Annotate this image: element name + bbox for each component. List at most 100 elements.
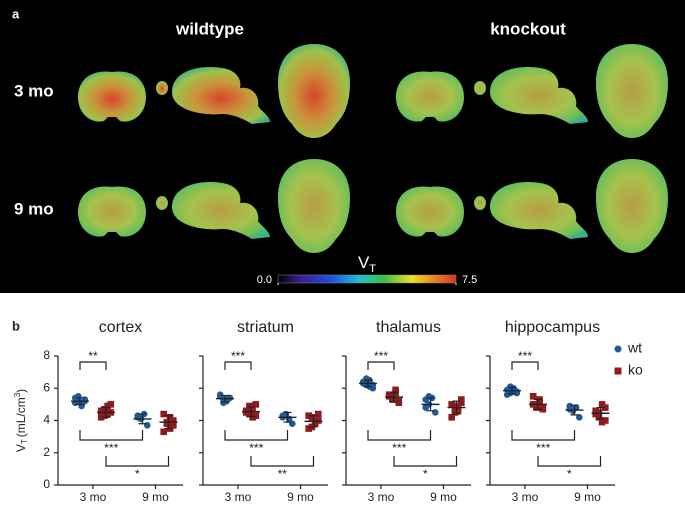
x-tick-label: 9 mo (574, 490, 601, 504)
legend-label: wt (627, 340, 642, 356)
data-point (101, 405, 108, 413)
data-point (97, 413, 105, 421)
significance-bracket (537, 456, 602, 467)
significance-label: * (423, 467, 428, 481)
significance-label: *** (518, 349, 532, 363)
data-point (422, 404, 430, 411)
column-title: knockout (490, 19, 566, 38)
significance-label: ** (278, 467, 288, 481)
y-axis-label-part: 3 (13, 392, 22, 397)
error-bar (309, 415, 318, 428)
legend-label: ko (628, 362, 643, 378)
error-bar (364, 379, 372, 388)
significance-label: *** (392, 441, 406, 455)
significance-label: *** (249, 441, 263, 455)
x-tick-label: 9 mo (430, 490, 457, 504)
significance-bracket (105, 456, 170, 467)
chart-title: striatum (237, 319, 294, 336)
chart-title: cortex (99, 319, 143, 336)
x-tick-label: 9 mo (287, 490, 314, 504)
y-tick-label: 2 (43, 445, 50, 459)
data-point (458, 399, 465, 407)
panel-a-background (0, 0, 685, 293)
data-point (246, 402, 253, 410)
data-point (107, 401, 115, 408)
data-point (226, 394, 234, 402)
column-title: wildtype (175, 19, 244, 38)
error-bar (570, 404, 579, 416)
significance-bracket (224, 361, 252, 370)
data-point (566, 405, 573, 413)
data-point (454, 407, 462, 415)
significance-bracket (224, 430, 289, 441)
y-axis-label: VT (mL/cm3) (13, 389, 29, 452)
significance-bracket (393, 456, 458, 467)
significance-bracket (511, 430, 576, 441)
data-point (308, 413, 316, 421)
colorbar (277, 274, 457, 284)
error-bar (596, 407, 605, 420)
row-title: 9 mo (14, 199, 54, 218)
panel-label: b (12, 318, 20, 333)
chart-title: hippocampus (505, 319, 600, 336)
x-tick-label: 3 mo (80, 490, 107, 504)
y-tick-label: 8 (43, 348, 50, 362)
data-point (529, 393, 537, 400)
data-point (425, 393, 433, 400)
x-tick-label: 3 mo (512, 490, 539, 504)
data-point (249, 413, 256, 421)
data-point (242, 409, 250, 416)
error-bar (102, 407, 110, 418)
data-point (170, 422, 177, 429)
panel-label: a (12, 6, 20, 21)
data-point (539, 404, 547, 411)
error-bar (534, 398, 542, 410)
legend-marker (614, 367, 622, 375)
data-point (104, 410, 111, 418)
y-axis-label-part: V (14, 444, 28, 452)
data-point (160, 410, 167, 418)
data-point (289, 420, 296, 428)
colorbar-tick-label: 0.0 (257, 274, 272, 286)
data-point (315, 410, 322, 418)
error-bar (221, 394, 229, 403)
x-tick-label: 9 mo (142, 490, 169, 504)
data-point (166, 413, 174, 421)
data-point (311, 420, 319, 428)
x-tick-label: 3 mo (368, 490, 395, 504)
data-point (144, 422, 151, 429)
data-point (363, 375, 370, 382)
error-bar (138, 413, 147, 425)
data-point (448, 413, 455, 421)
significance-label: *** (231, 349, 245, 363)
y-tick-label: 4 (43, 413, 50, 427)
significance-label: *** (104, 441, 118, 455)
data-point (305, 425, 312, 432)
y-axis-label-part: (mL/cm (14, 397, 28, 437)
data-point (576, 413, 583, 421)
data-point (598, 418, 606, 426)
data-point (395, 399, 403, 407)
data-point (536, 399, 543, 407)
significance-bracket (367, 361, 395, 370)
data-point (432, 409, 439, 416)
data-point (75, 393, 82, 400)
colorbar-tick-label: 7.5 (462, 274, 477, 286)
y-axis-label-part: ) (14, 389, 28, 393)
significance-label: ** (88, 349, 98, 363)
colorbar-label: VT (358, 253, 376, 274)
significance-label: * (567, 467, 572, 481)
legend-marker (614, 345, 622, 353)
data-point (595, 409, 603, 416)
data-point (513, 389, 521, 397)
error-bar (247, 406, 255, 418)
x-tick-label: 3 mo (225, 490, 252, 504)
data-point (602, 404, 609, 411)
significance-label: *** (536, 441, 550, 455)
significance-bracket (79, 430, 144, 441)
significance-bracket (511, 361, 539, 370)
significance-bracket (79, 361, 107, 370)
data-point (392, 389, 399, 397)
data-point (160, 428, 167, 436)
